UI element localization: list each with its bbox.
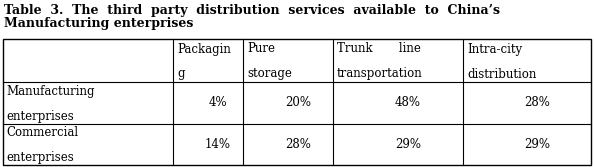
- Text: Packagin: Packagin: [177, 42, 231, 55]
- Text: 29%: 29%: [395, 138, 421, 151]
- Text: g: g: [177, 67, 185, 80]
- Text: 4%: 4%: [208, 97, 228, 110]
- Text: Trunk       line: Trunk line: [337, 42, 421, 55]
- Text: distribution: distribution: [467, 67, 536, 80]
- Text: 48%: 48%: [395, 97, 421, 110]
- Text: transportation: transportation: [337, 67, 423, 80]
- Text: Commercial: Commercial: [6, 126, 78, 139]
- Text: 28%: 28%: [524, 97, 550, 110]
- Text: 29%: 29%: [524, 138, 550, 151]
- Text: enterprises: enterprises: [6, 110, 74, 123]
- Text: enterprises: enterprises: [6, 151, 74, 164]
- Text: Intra-city: Intra-city: [467, 42, 522, 55]
- Bar: [3, 39, 591, 165]
- Text: 20%: 20%: [285, 97, 311, 110]
- Text: Manufacturing enterprises: Manufacturing enterprises: [4, 17, 194, 30]
- Text: Pure: Pure: [247, 42, 275, 55]
- Text: 14%: 14%: [205, 138, 231, 151]
- Text: Table  3.  The  third  party  distribution  services  available  to  China’s: Table 3. The third party distribution se…: [4, 4, 500, 17]
- Text: 28%: 28%: [285, 138, 311, 151]
- Text: Manufacturing: Manufacturing: [6, 85, 94, 98]
- Text: storage: storage: [247, 67, 292, 80]
